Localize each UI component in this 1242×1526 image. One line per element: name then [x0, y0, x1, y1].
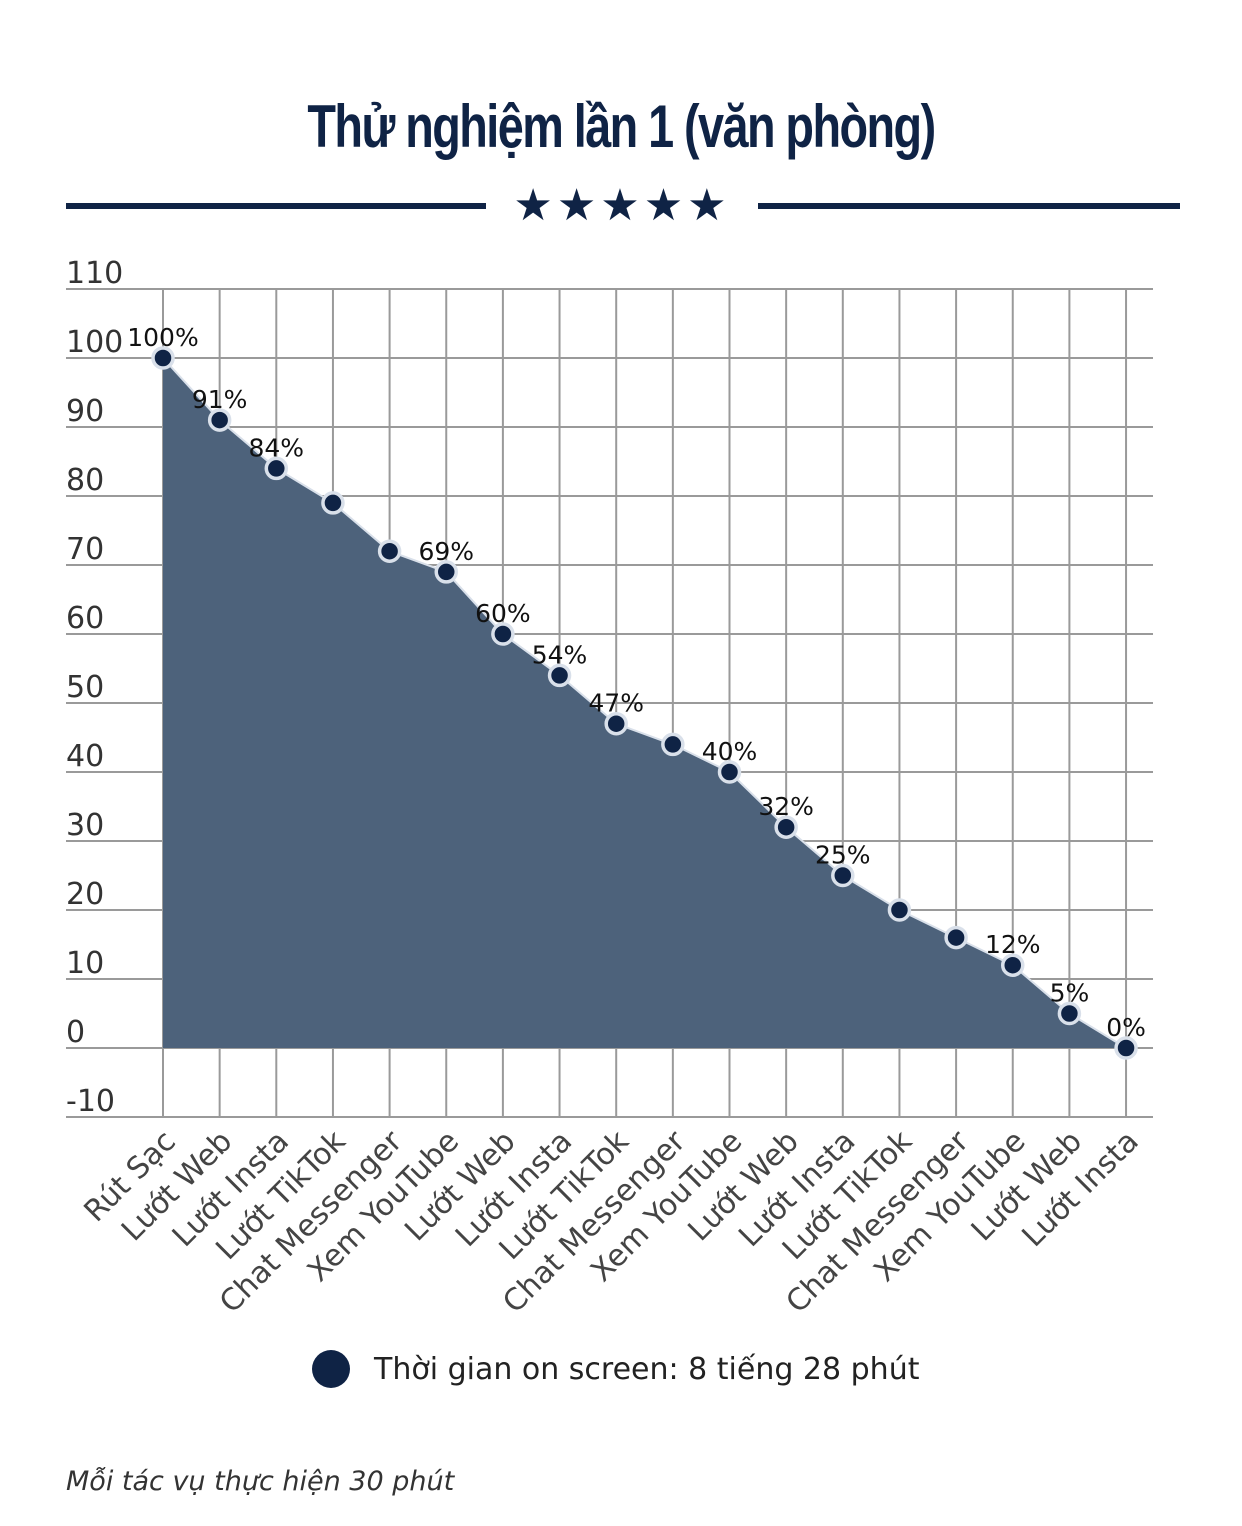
y-tick-label: 10: [66, 946, 104, 981]
legend-label: Thời gian on screen: 8 tiếng 28 phút: [374, 1351, 920, 1387]
data-point: [434, 560, 458, 584]
y-tick-label: 90: [66, 394, 104, 429]
data-point: [717, 760, 742, 784]
data-point: [547, 663, 572, 688]
y-tick-label: 50: [66, 670, 104, 705]
data-point: [604, 711, 628, 736]
title-divider-left: [66, 203, 486, 209]
data-point: [321, 491, 345, 515]
chart-title: Thử nghiệm lần 1 (văn phòng): [307, 93, 936, 160]
data-label: 47%: [588, 689, 644, 718]
title-divider-right: [758, 203, 1180, 209]
y-tick-label: 60: [66, 601, 104, 636]
y-tick-label: 0: [66, 1015, 85, 1050]
data-point: [887, 898, 912, 922]
data-label: 25%: [815, 841, 871, 870]
data-point: [491, 622, 515, 646]
data-label: 100%: [127, 323, 198, 352]
y-tick-label: 70: [66, 532, 104, 567]
data-point: [831, 863, 855, 888]
data-point: [944, 925, 968, 950]
legend-swatch: [312, 1350, 350, 1388]
five-star-icon: ★★★★★: [513, 180, 731, 231]
y-tick-label: 20: [66, 877, 104, 912]
data-label: 84%: [249, 433, 305, 462]
data-point: [264, 456, 289, 481]
y-tick-label: 80: [66, 463, 104, 498]
y-tick-label: 30: [66, 808, 104, 843]
data-point: [377, 539, 402, 563]
data-label: 0%: [1106, 1013, 1146, 1042]
chart-legend: Thời gian on screen: 8 tiếng 28 phút: [312, 1346, 919, 1392]
y-tick-label: -10: [66, 1084, 115, 1119]
data-point: [774, 815, 798, 839]
data-label: 12%: [985, 930, 1041, 959]
data-point: [1001, 953, 1025, 977]
data-label: 69%: [418, 537, 474, 566]
y-tick-label: 100: [66, 325, 123, 360]
area-fill: [163, 358, 1127, 1048]
data-point: [1057, 1001, 1082, 1026]
y-tick-label: 110: [66, 256, 123, 291]
data-point: [207, 408, 232, 432]
data-label: 32%: [758, 792, 814, 821]
data-point: [151, 346, 175, 370]
data-label: 54%: [532, 640, 588, 669]
data-point: [1114, 1036, 1138, 1060]
footnote: Mỗi tác vụ thực hiện 30 phút: [66, 1466, 455, 1497]
data-label: 5%: [1050, 979, 1090, 1008]
y-tick-label: 40: [66, 739, 104, 774]
data-label: 60%: [475, 599, 531, 628]
data-point: [661, 732, 685, 757]
area-chart: 1101009080706050403020100-10100%91%84%69…: [66, 256, 1153, 1320]
data-label: 40%: [702, 737, 758, 766]
data-label: 91%: [192, 385, 248, 414]
